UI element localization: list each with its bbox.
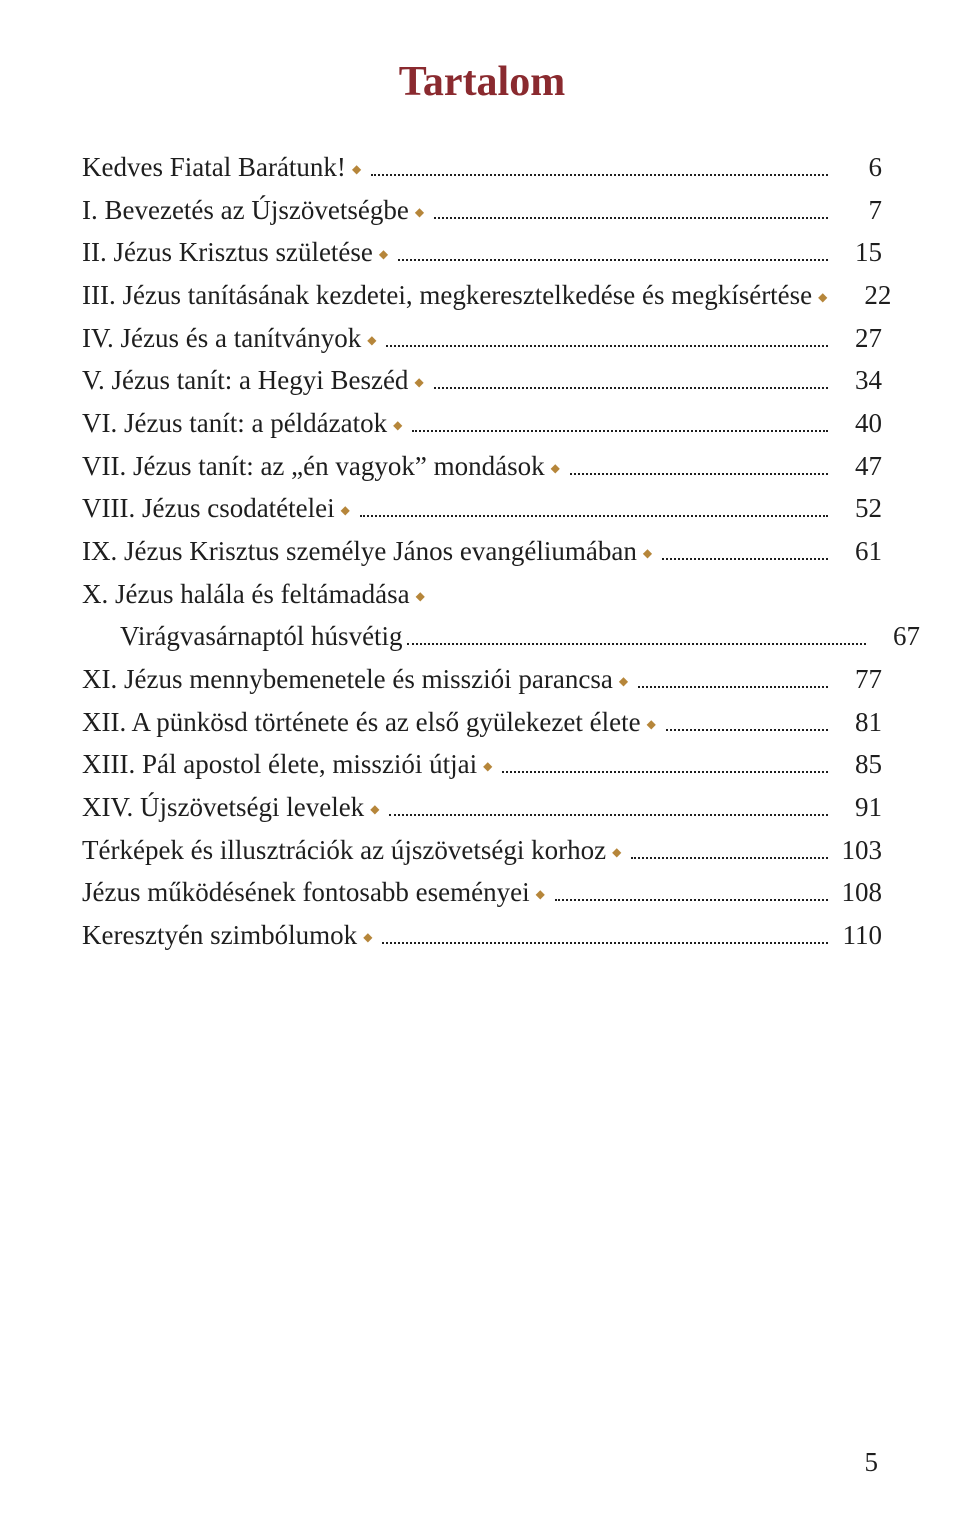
toc-entry-label: Virágvasárnaptól húsvétig xyxy=(120,615,403,658)
dot-leader xyxy=(382,927,828,944)
toc-entry: II. Jézus Krisztus születése ◆ 15 xyxy=(82,231,882,274)
toc-entry-label: II. Jézus Krisztus születése xyxy=(82,231,373,274)
toc-entry: III. Jézus tanításának kezdetei, megkere… xyxy=(82,274,882,317)
toc-entry-label: IX. Jézus Krisztus személye János evangé… xyxy=(82,530,637,573)
dot-leader xyxy=(398,244,828,261)
toc-entry-page: 47 xyxy=(834,445,882,488)
toc-entry: IX. Jézus Krisztus személye János evangé… xyxy=(82,530,882,573)
dot-leader xyxy=(386,330,828,347)
toc-entry: IV. Jézus és a tanítványok ◆ 27 xyxy=(82,317,882,360)
toc-entry-label: III. Jézus tanításának kezdetei, megkere… xyxy=(82,274,812,317)
bullet-icon: ◆ xyxy=(370,800,379,819)
bullet-icon: ◆ xyxy=(647,715,656,734)
toc-entry-label: VII. Jézus tanít: az „én vagyok” mondáso… xyxy=(82,445,545,488)
toc-entry: Jézus működésének fontosabb eseményei ◆ 1… xyxy=(82,871,882,914)
toc-entry: XII. A pünkösd története és az első gyül… xyxy=(82,701,882,744)
bullet-icon: ◆ xyxy=(414,373,423,392)
toc-entry-page: 91 xyxy=(834,786,882,829)
bullet-icon: ◆ xyxy=(415,203,424,222)
toc-entry: I. Bevezetés az Újszövetségbe ◆ 7 xyxy=(82,189,882,232)
dot-leader xyxy=(555,884,828,901)
toc-entry-page: 67 xyxy=(872,615,920,658)
toc-entry-label: VIII. Jézus csodatételei xyxy=(82,487,335,530)
toc-entry: VIII. Jézus csodatételei ◆ 52 xyxy=(82,487,882,530)
page-title: Tartalom xyxy=(82,58,882,106)
bullet-icon: ◆ xyxy=(619,672,628,691)
toc-entry-label: V. Jézus tanít: a Hegyi Beszéd xyxy=(82,359,408,402)
dot-leader xyxy=(434,202,828,219)
toc-entry: X. Jézus halála és feltámadása ◆ xyxy=(82,573,882,616)
toc-entry-page: 7 xyxy=(834,189,882,232)
bullet-icon: ◆ xyxy=(363,928,372,947)
dot-leader xyxy=(662,543,828,560)
toc-entry-page: 110 xyxy=(834,914,882,957)
toc-entry-label: X. Jézus halála és feltámadása xyxy=(82,573,410,616)
bullet-icon: ◆ xyxy=(393,416,402,435)
toc-entry-label: Keresztyén szimbólumok xyxy=(82,914,357,957)
toc-entry-page: 103 xyxy=(834,829,882,872)
dot-leader xyxy=(434,372,828,389)
bullet-icon: ◆ xyxy=(367,331,376,350)
toc-entry: V. Jézus tanít: a Hegyi Beszéd ◆ 34 xyxy=(82,359,882,402)
toc-entry-page: 34 xyxy=(834,359,882,402)
dot-leader xyxy=(631,842,828,859)
bullet-icon: ◆ xyxy=(483,757,492,776)
toc-entry: VII. Jézus tanít: az „én vagyok” mondáso… xyxy=(82,445,882,488)
bullet-icon: ◆ xyxy=(643,544,652,563)
toc-entry-label: XIV. Újszövetségi levelek xyxy=(82,786,364,829)
toc-entry-label: XIII. Pál apostol élete, missziói útjai xyxy=(82,743,477,786)
toc-entry: XIV. Újszövetségi levelek ◆ 91 xyxy=(82,786,882,829)
toc-entry-label: I. Bevezetés az Újszövetségbe xyxy=(82,189,409,232)
bullet-icon: ◆ xyxy=(352,160,361,179)
dot-leader xyxy=(407,628,866,645)
toc-entry-page: 61 xyxy=(834,530,882,573)
bullet-icon: ◆ xyxy=(416,587,425,606)
toc-entry-page: 6 xyxy=(834,146,882,189)
toc-entry-page: 15 xyxy=(834,231,882,274)
toc-entry-page: 27 xyxy=(834,317,882,360)
toc-entry-page: 77 xyxy=(834,658,882,701)
page-number: 5 xyxy=(865,1447,879,1478)
toc-entry-label: IV. Jézus és a tanítványok xyxy=(82,317,361,360)
bullet-icon: ◆ xyxy=(551,459,560,478)
bullet-icon: ◆ xyxy=(536,885,545,904)
toc-entry-label: Kedves Fiatal Barátunk! xyxy=(82,146,346,189)
dot-leader xyxy=(371,159,828,176)
toc-entry-page: 40 xyxy=(834,402,882,445)
bullet-icon: ◆ xyxy=(612,843,621,862)
dot-leader xyxy=(360,500,828,517)
toc-entry: XIII. Pál apostol élete, missziói útjai ◆… xyxy=(82,743,882,786)
toc-entry: Keresztyén szimbólumok ◆ 110 xyxy=(82,914,882,957)
table-of-contents: Kedves Fiatal Barátunk!◆ 6I. Bevezetés a… xyxy=(82,146,882,956)
toc-entry: VI. Jézus tanít: a példázatok ◆ 40 xyxy=(82,402,882,445)
toc-entry-page: 52 xyxy=(834,487,882,530)
dot-leader xyxy=(638,671,828,688)
toc-entry-page: 108 xyxy=(834,871,882,914)
toc-entry: Kedves Fiatal Barátunk! ◆ 6 xyxy=(82,146,882,189)
toc-entry: Virágvasárnaptól húsvétig 67 xyxy=(82,615,920,658)
dot-leader xyxy=(502,756,828,773)
toc-entry-page: 22 xyxy=(843,274,891,317)
toc-entry-label: Térképek és illusztrációk az újszövetség… xyxy=(82,829,606,872)
dot-leader xyxy=(412,415,828,432)
bullet-icon: ◆ xyxy=(818,288,827,307)
toc-entry-label: VI. Jézus tanít: a példázatok xyxy=(82,402,387,445)
toc-entry-label: XI. Jézus mennybemenetele és missziói pa… xyxy=(82,658,613,701)
bullet-icon: ◆ xyxy=(341,501,350,520)
toc-entry-page: 85 xyxy=(834,743,882,786)
toc-entry: Térképek és illusztrációk az újszövetség… xyxy=(82,829,882,872)
dot-leader xyxy=(570,458,828,475)
dot-leader xyxy=(389,799,828,816)
toc-entry: XI. Jézus mennybemenetele és missziói pa… xyxy=(82,658,882,701)
document-page: Tartalom Kedves Fiatal Barátunk!◆ 6I. Be… xyxy=(0,0,960,1516)
dot-leader xyxy=(666,714,828,731)
bullet-icon: ◆ xyxy=(379,245,388,264)
toc-entry-label: XII. A pünkösd története és az első gyül… xyxy=(82,701,641,744)
toc-entry-label: Jézus működésének fontosabb eseményei xyxy=(82,871,530,914)
toc-entry-page: 81 xyxy=(834,701,882,744)
